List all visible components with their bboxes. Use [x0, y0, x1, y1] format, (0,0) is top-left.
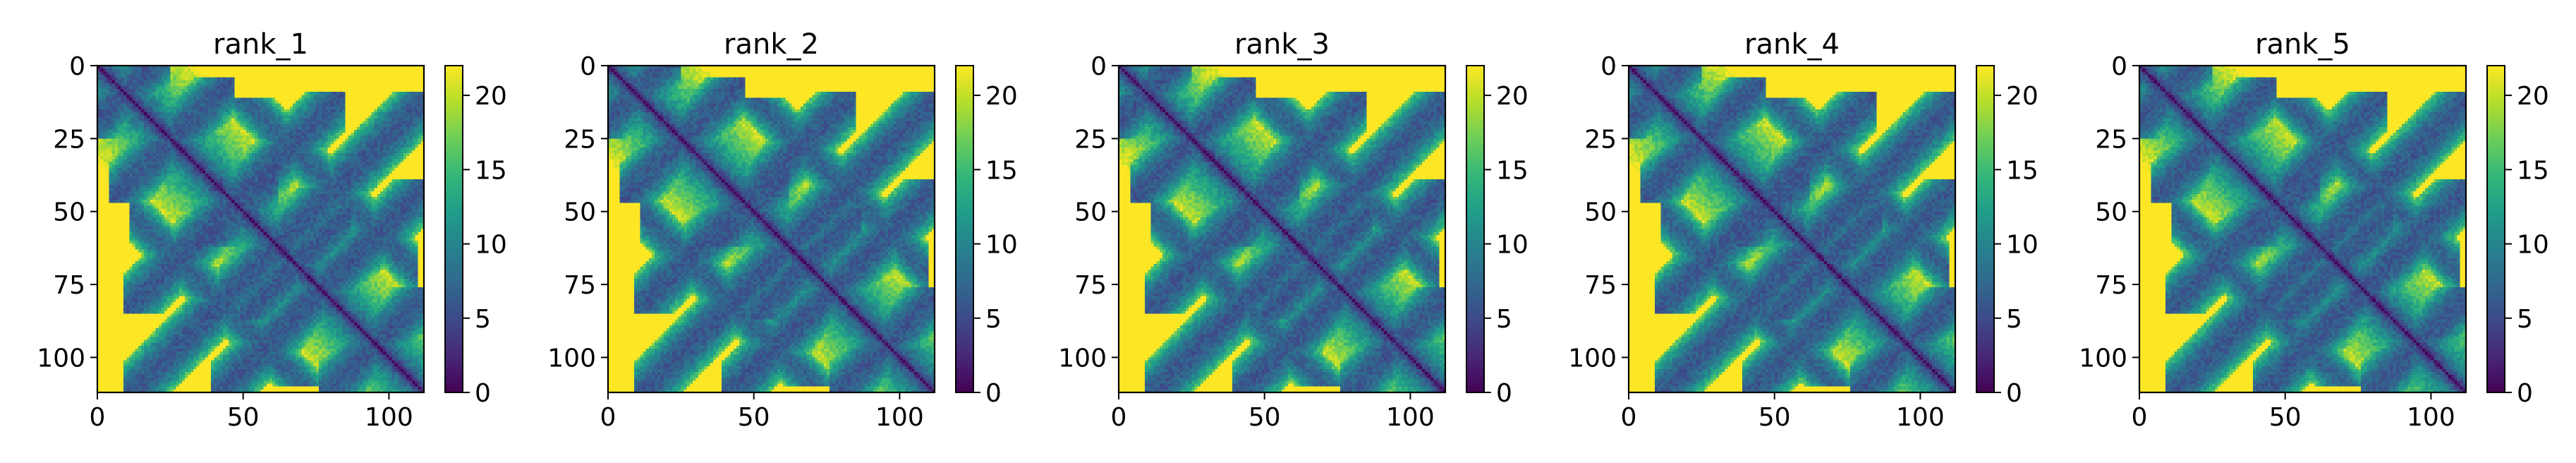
- x-tick-label: 0: [2132, 403, 2148, 432]
- y-tick-label: 25: [564, 125, 596, 154]
- heatmap-image: [97, 66, 424, 392]
- panel-title: rank_1: [213, 28, 308, 61]
- colorbar-tick-label: 0: [1496, 379, 1512, 408]
- panel-title: rank_4: [1744, 28, 1840, 61]
- x-tick-label: 100: [875, 403, 924, 432]
- axes-frame: [1627, 64, 1957, 394]
- colorbar-tick-label: 15: [1496, 156, 1529, 185]
- y-tick-label: 50: [53, 198, 85, 227]
- y-tick-label: 75: [53, 271, 85, 300]
- colorbar-tick-label: 5: [2006, 305, 2022, 334]
- x-tick-label: 100: [1896, 403, 1945, 432]
- heatmap-image: [608, 66, 935, 392]
- panel-rank_3: rank_3 0 50 100 0 25 50 75 100 0 5 10 15 20: [1058, 28, 1529, 432]
- colorbar-tick-label: 20: [2006, 82, 2039, 111]
- colorbar-tick-label: 0: [985, 379, 1002, 408]
- colorbar: [955, 65, 974, 393]
- panel-rank_4: rank_4 0 50 100 0 25 50 75 100 0 5 10 15 20: [1568, 28, 2039, 432]
- y-tick-label: 25: [2095, 125, 2127, 154]
- y-tick-label: 100: [2079, 344, 2127, 373]
- colorbar-tick-label: 15: [475, 156, 507, 185]
- heatmap-image: [1629, 66, 1955, 392]
- x-tick-label: 100: [2407, 403, 2455, 432]
- panel-title: rank_3: [1234, 28, 1330, 61]
- colorbar: [2486, 65, 2505, 393]
- colorbar-tick-label: 20: [475, 82, 507, 111]
- colorbar: [1466, 65, 1485, 393]
- panel-rank_5: rank_5 0 50 100 0 25 50 75 100 0 5 10 15 20: [2079, 28, 2549, 432]
- y-tick-label: 50: [2095, 198, 2127, 227]
- y-tick-label: 75: [1074, 271, 1107, 300]
- y-tick-label: 0: [580, 52, 596, 81]
- colorbar-tick-label: 5: [1496, 305, 1512, 334]
- colorbar-tick-label: 10: [985, 231, 1018, 260]
- y-tick-label: 0: [1600, 52, 1617, 81]
- colorbar-tick-label: 5: [2517, 305, 2533, 334]
- y-tick-label: 75: [564, 271, 596, 300]
- y-tick-label: 25: [1074, 125, 1107, 154]
- y-tick-label: 75: [2095, 271, 2127, 300]
- y-tick-label: 0: [1090, 52, 1107, 81]
- y-tick-label: 100: [1568, 344, 1617, 373]
- colorbar: [444, 65, 463, 393]
- y-tick-label: 50: [1074, 198, 1107, 227]
- axes-frame: [607, 64, 936, 394]
- y-tick-label: 100: [1058, 344, 1107, 373]
- x-tick-label: 0: [90, 403, 106, 432]
- x-tick-label: 50: [1248, 403, 1281, 432]
- y-tick-label: 0: [69, 52, 85, 81]
- colorbar-tick-label: 20: [985, 82, 1018, 111]
- y-tick-label: 25: [1584, 125, 1617, 154]
- y-tick-label: 25: [53, 125, 85, 154]
- heatmap-image: [1119, 66, 1445, 392]
- colorbar-tick-label: 15: [2006, 156, 2039, 185]
- axes-frame: [2138, 64, 2467, 394]
- colorbar-tick-label: 10: [1496, 231, 1529, 260]
- colorbar-tick-label: 15: [2517, 156, 2549, 185]
- x-tick-label: 50: [738, 403, 770, 432]
- y-tick-label: 50: [1584, 198, 1617, 227]
- heatmap-image: [2139, 66, 2466, 392]
- axes-frame: [96, 64, 425, 394]
- colorbar-tick-label: 20: [2517, 82, 2549, 111]
- axes-frame: [1117, 64, 1447, 394]
- x-tick-label: 50: [227, 403, 260, 432]
- colorbar-tick-label: 10: [2517, 231, 2549, 260]
- y-tick-label: 100: [547, 344, 596, 373]
- panel-title: rank_2: [724, 28, 819, 61]
- panel-rank_1: rank_1 0 50 100 0 25 50 75 100 0 5 10 15 20: [37, 28, 507, 432]
- colorbar-tick-label: 0: [2517, 379, 2533, 408]
- x-tick-label: 0: [1111, 403, 1127, 432]
- y-tick-label: 75: [1584, 271, 1617, 300]
- colorbar-tick-label: 10: [2006, 231, 2039, 260]
- y-tick-label: 100: [37, 344, 85, 373]
- colorbar-tick-label: 20: [1496, 82, 1529, 111]
- colorbar-tick-label: 15: [985, 156, 1018, 185]
- x-tick-label: 0: [1621, 403, 1637, 432]
- colorbar-tick-label: 0: [2006, 379, 2022, 408]
- colorbar-tick-label: 5: [985, 305, 1002, 334]
- x-tick-label: 0: [600, 403, 616, 432]
- x-tick-label: 100: [365, 403, 413, 432]
- panel-rank_2: rank_2 0 50 100 0 25 50 75 100 0 5 10 15 20: [547, 28, 1018, 432]
- x-tick-label: 50: [2269, 403, 2302, 432]
- x-tick-label: 50: [1758, 403, 1791, 432]
- colorbar-tick-label: 0: [475, 379, 491, 408]
- panel-title: rank_5: [2255, 28, 2350, 61]
- y-tick-label: 50: [564, 198, 596, 227]
- colorbar-tick-label: 5: [475, 305, 491, 334]
- x-tick-label: 100: [1386, 403, 1435, 432]
- y-tick-label: 0: [2111, 52, 2127, 81]
- colorbar: [1976, 65, 1995, 393]
- colorbar-tick-label: 10: [475, 231, 507, 260]
